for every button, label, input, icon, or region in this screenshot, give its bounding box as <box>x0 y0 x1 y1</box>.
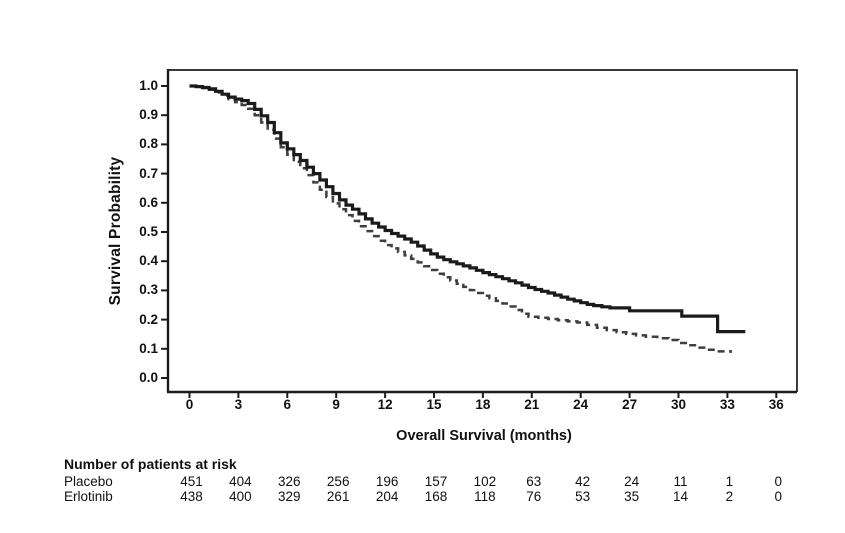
x-tick-label: 6 <box>283 397 292 412</box>
at-risk-header: Number of patients at risk <box>64 456 237 472</box>
y-tick-label: 0.1 <box>139 340 158 356</box>
y-tick-label: 1.0 <box>139 78 158 93</box>
solid-survival-curve <box>189 84 746 334</box>
x-tick-label: 9 <box>332 397 340 412</box>
at-risk-value: 76 <box>526 489 542 504</box>
x-tick-label: 15 <box>426 397 442 412</box>
at-risk-value: 11 <box>673 474 688 489</box>
at-risk-value: 157 <box>424 474 448 489</box>
at-risk-value: 438 <box>180 489 203 504</box>
at-risk-value: 326 <box>278 474 301 489</box>
x-tick-label: 30 <box>670 397 687 412</box>
at-risk-row-label-erlotinib: Erlotinib <box>64 489 113 504</box>
at-risk-value: 404 <box>229 474 252 489</box>
x-tick-label: 0 <box>185 397 194 412</box>
at-risk-value: 261 <box>326 489 350 504</box>
at-risk-value: 1 <box>725 474 734 489</box>
at-risk-value: 329 <box>278 489 301 504</box>
x-tick-label: 36 <box>768 397 784 412</box>
y-tick-label: 0.7 <box>139 165 158 181</box>
x-tick-label: 21 <box>524 397 540 412</box>
at-risk-value: 102 <box>473 474 497 489</box>
at-risk-value: 256 <box>326 474 350 489</box>
at-risk-row-label-placebo: Placebo <box>64 474 113 489</box>
plot-border <box>168 69 798 392</box>
x-tick-label: 24 <box>573 397 589 412</box>
at-risk-value: 196 <box>375 474 399 489</box>
y-tick-label: 0.4 <box>139 253 158 269</box>
y-tick-label: 0.0 <box>139 370 158 385</box>
y-tick-label: 0.9 <box>139 107 158 123</box>
y-tick-label: 0.6 <box>139 194 158 210</box>
y-tick-label: 0.8 <box>139 136 158 152</box>
at-risk-value: 24 <box>624 474 640 489</box>
y-tick-label: 0.3 <box>139 282 158 298</box>
x-axis-title: Overall Survival (months) <box>396 428 572 444</box>
y-tick-label: 0.2 <box>139 311 158 327</box>
at-risk-value: 0 <box>774 489 783 504</box>
dashed-survival-curve <box>189 84 732 353</box>
at-risk-value: 42 <box>575 474 591 489</box>
at-risk-value: 2 <box>725 489 734 504</box>
x-tick-label: 27 <box>622 397 638 412</box>
at-risk-value: 14 <box>672 489 689 504</box>
y-tick-label: 0.5 <box>139 224 158 239</box>
at-risk-value: 204 <box>375 489 399 504</box>
x-tick-label: 18 <box>475 397 491 412</box>
at-risk-value: 0 <box>774 474 783 489</box>
x-tick-label: 33 <box>719 397 735 412</box>
at-risk-value: 63 <box>526 474 542 489</box>
at-risk-value: 35 <box>624 489 640 504</box>
at-risk-value: 53 <box>575 489 591 504</box>
x-tick-label: 12 <box>377 397 393 412</box>
at-risk-value: 168 <box>424 489 448 504</box>
x-tick-label: 3 <box>234 397 243 412</box>
at-risk-value: 400 <box>229 489 252 504</box>
at-risk-value: 451 <box>180 474 203 489</box>
at-risk-value: 118 <box>474 489 496 504</box>
